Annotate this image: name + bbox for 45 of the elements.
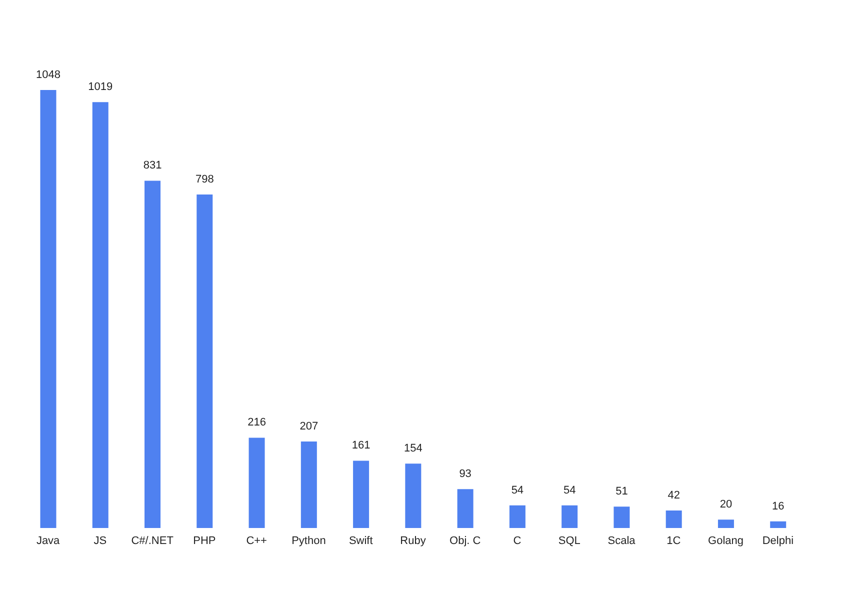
x-tick-label: C++ — [246, 534, 267, 547]
x-tick-label: PHP — [193, 534, 216, 547]
bar — [300, 441, 317, 528]
bar — [770, 521, 786, 528]
bar — [718, 520, 734, 528]
bar — [666, 510, 682, 528]
data-label: 1019 — [88, 81, 113, 94]
x-tick-label: 1C — [666, 534, 681, 547]
x-tick-label: Golang — [708, 534, 744, 547]
data-label: 54 — [511, 484, 524, 496]
data-label: 54 — [563, 484, 576, 496]
data-label: 51 — [616, 486, 628, 498]
x-tick-label: Delphi — [762, 534, 794, 547]
data-label: 93 — [459, 468, 472, 480]
bar — [509, 505, 526, 528]
x-tick-label: C#/.NET — [131, 534, 174, 547]
data-label: 42 — [668, 489, 680, 502]
x-tick-label: Python — [292, 534, 326, 547]
data-label: 161 — [352, 440, 370, 452]
bar — [144, 180, 161, 528]
data-label: 216 — [248, 416, 266, 429]
data-label: 831 — [143, 160, 162, 172]
bar — [457, 489, 474, 528]
bar — [614, 506, 630, 528]
x-tick-label: Swift — [348, 534, 373, 547]
x-tick-label: Java — [36, 534, 61, 547]
bar — [405, 464, 422, 528]
data-label: 16 — [772, 500, 784, 512]
bar — [248, 438, 265, 528]
x-tick-label: JS — [94, 534, 107, 547]
bar — [562, 505, 578, 528]
bar — [196, 194, 213, 528]
bar — [92, 102, 108, 528]
data-label: 154 — [404, 442, 422, 455]
data-label: 1048 — [36, 69, 60, 81]
x-tick-label: C — [513, 534, 522, 547]
x-tick-label: Obj. C — [450, 534, 481, 547]
x-tick-label: SQL — [558, 534, 580, 547]
data-label: 798 — [195, 173, 214, 186]
x-tick-label: Ruby — [400, 534, 426, 547]
data-label: 207 — [300, 420, 318, 432]
bar — [40, 90, 56, 528]
bar — [353, 460, 370, 528]
data-label: 20 — [720, 498, 732, 511]
x-tick-label: Scala — [608, 534, 636, 547]
